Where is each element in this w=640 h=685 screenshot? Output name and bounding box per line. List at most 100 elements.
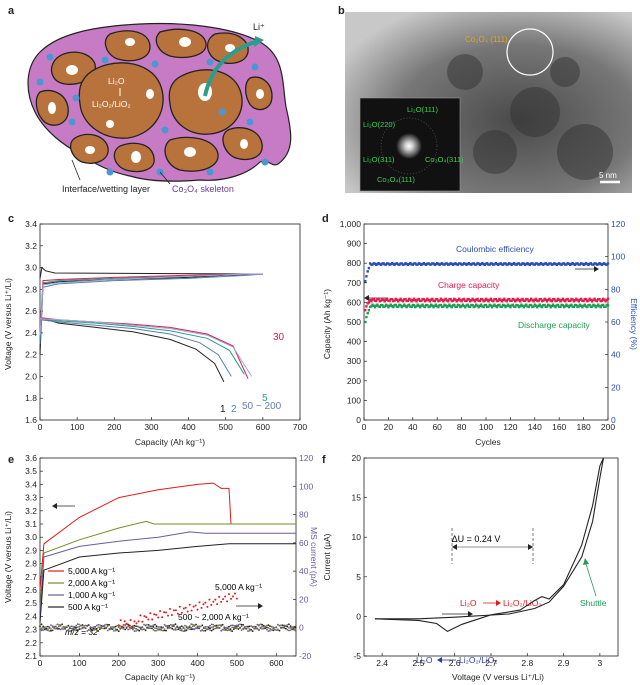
d-data-point xyxy=(482,262,485,266)
e-ms-point xyxy=(78,628,81,630)
d-data-point xyxy=(389,298,392,301)
e-ms-point xyxy=(133,627,136,629)
y-tick-label: -5 xyxy=(353,651,361,661)
e-ms-point xyxy=(291,626,293,629)
y-tick-label: 2.9 xyxy=(25,545,37,555)
e-ms-point xyxy=(40,629,43,632)
d-data-point xyxy=(503,304,506,307)
x-tick-label: 100 xyxy=(479,422,493,432)
y2-tick-label: 0 xyxy=(611,415,616,425)
d-legend-ce: Coulombic efficiency xyxy=(456,244,535,254)
d-data-point xyxy=(428,305,432,308)
e-ms-point xyxy=(144,629,147,632)
x-tick-label: 700 xyxy=(293,422,307,432)
d-data-point xyxy=(492,299,495,303)
d-data-point xyxy=(410,263,413,266)
e-ms-point xyxy=(286,624,289,626)
panel-e-chart: Capacity (Ah kg⁻¹) Voltage (V versus Li⁺… xyxy=(3,453,318,682)
d-data-point xyxy=(429,298,433,301)
d-data-point xyxy=(460,305,463,308)
d-data-point xyxy=(506,303,510,306)
e-ms-point xyxy=(124,624,126,626)
d-data-point xyxy=(460,263,463,266)
e-ms-point-high xyxy=(226,600,229,603)
d-data-point xyxy=(554,262,557,266)
e-ms-point xyxy=(65,625,68,628)
d-data-point xyxy=(593,262,596,265)
e-ms-point xyxy=(220,629,223,632)
e-ms-point xyxy=(160,629,163,632)
e-ms-point xyxy=(40,623,43,626)
e-ms-point xyxy=(270,625,273,628)
d-data-point xyxy=(540,305,544,309)
d-data-point xyxy=(548,262,551,265)
x-tick-label: 400 xyxy=(181,422,195,432)
e-ms-point xyxy=(160,627,163,630)
plot-frame xyxy=(39,223,301,421)
d-data-point xyxy=(511,297,514,301)
d-data-point xyxy=(543,297,546,300)
e-ms-point xyxy=(214,625,216,627)
d-data-point xyxy=(517,305,521,309)
d-data-point xyxy=(499,298,502,301)
d-data-point xyxy=(577,305,580,308)
x-tick-label: 2.4 xyxy=(376,658,388,668)
d-data-point xyxy=(500,305,504,308)
d-data-point xyxy=(573,303,577,307)
d-data-point xyxy=(606,297,610,300)
d-data-point xyxy=(476,304,479,307)
e-ms-point-high xyxy=(163,611,166,614)
d-data-point xyxy=(492,263,495,266)
d-data-point xyxy=(499,262,502,265)
e-ms-point xyxy=(47,629,49,632)
grain xyxy=(104,30,151,62)
e-ms-point xyxy=(113,630,115,632)
e-ms-point xyxy=(180,629,183,632)
d-data-point xyxy=(479,303,483,306)
e-ms-point xyxy=(177,626,180,629)
panel-label-d: d xyxy=(322,213,329,225)
e-ms-point xyxy=(275,626,278,629)
x-tick-label: 200 xyxy=(112,658,126,668)
e-ms-point xyxy=(116,629,119,632)
d-data-point xyxy=(603,305,606,308)
d-data-point xyxy=(549,306,552,309)
e-annot-high: 5,000 A kg⁻¹ xyxy=(215,582,262,592)
e-ms-point-high xyxy=(214,598,217,601)
e-ms-point xyxy=(182,630,185,633)
e-ms-point xyxy=(292,628,295,631)
e-ms-point xyxy=(72,628,74,631)
y2-tick-label: 40 xyxy=(299,566,309,576)
panel-f-chart: Voltage (V versus Li⁺/Li) Current (μA) Δ… xyxy=(322,453,619,682)
d-data-point xyxy=(554,299,557,303)
d-data-point xyxy=(537,299,540,303)
e-ms-point xyxy=(62,625,65,628)
e-ms-point xyxy=(157,626,160,628)
e-ms-point xyxy=(139,626,142,629)
e-ms-point xyxy=(275,629,278,632)
e-ms-point xyxy=(179,627,182,629)
d-data-point xyxy=(528,299,532,302)
e-ms-point xyxy=(212,626,215,628)
d-data-point xyxy=(558,298,561,301)
e-ms-point xyxy=(221,628,224,631)
saed-label: Co₃O₄(311) xyxy=(425,155,464,164)
d-xlabel: Cycles xyxy=(475,437,501,447)
d-data-point xyxy=(493,303,496,306)
e-ms-point xyxy=(272,629,275,632)
d-data-point xyxy=(601,297,605,301)
e-ms-point xyxy=(56,623,59,626)
e-ms-point xyxy=(143,623,145,626)
d-data-point xyxy=(482,300,485,303)
e-ms-point xyxy=(154,629,156,632)
e-ms-point xyxy=(253,625,256,628)
e-ms-point xyxy=(190,626,193,629)
e-ms-point xyxy=(102,625,104,627)
d-data-point xyxy=(403,303,406,306)
d-data-point xyxy=(395,262,399,265)
d-data-point xyxy=(364,309,367,312)
d-data-point xyxy=(516,304,519,307)
e-ms-point xyxy=(138,626,141,629)
d-data-point xyxy=(571,305,574,308)
d-data-point xyxy=(440,298,444,302)
